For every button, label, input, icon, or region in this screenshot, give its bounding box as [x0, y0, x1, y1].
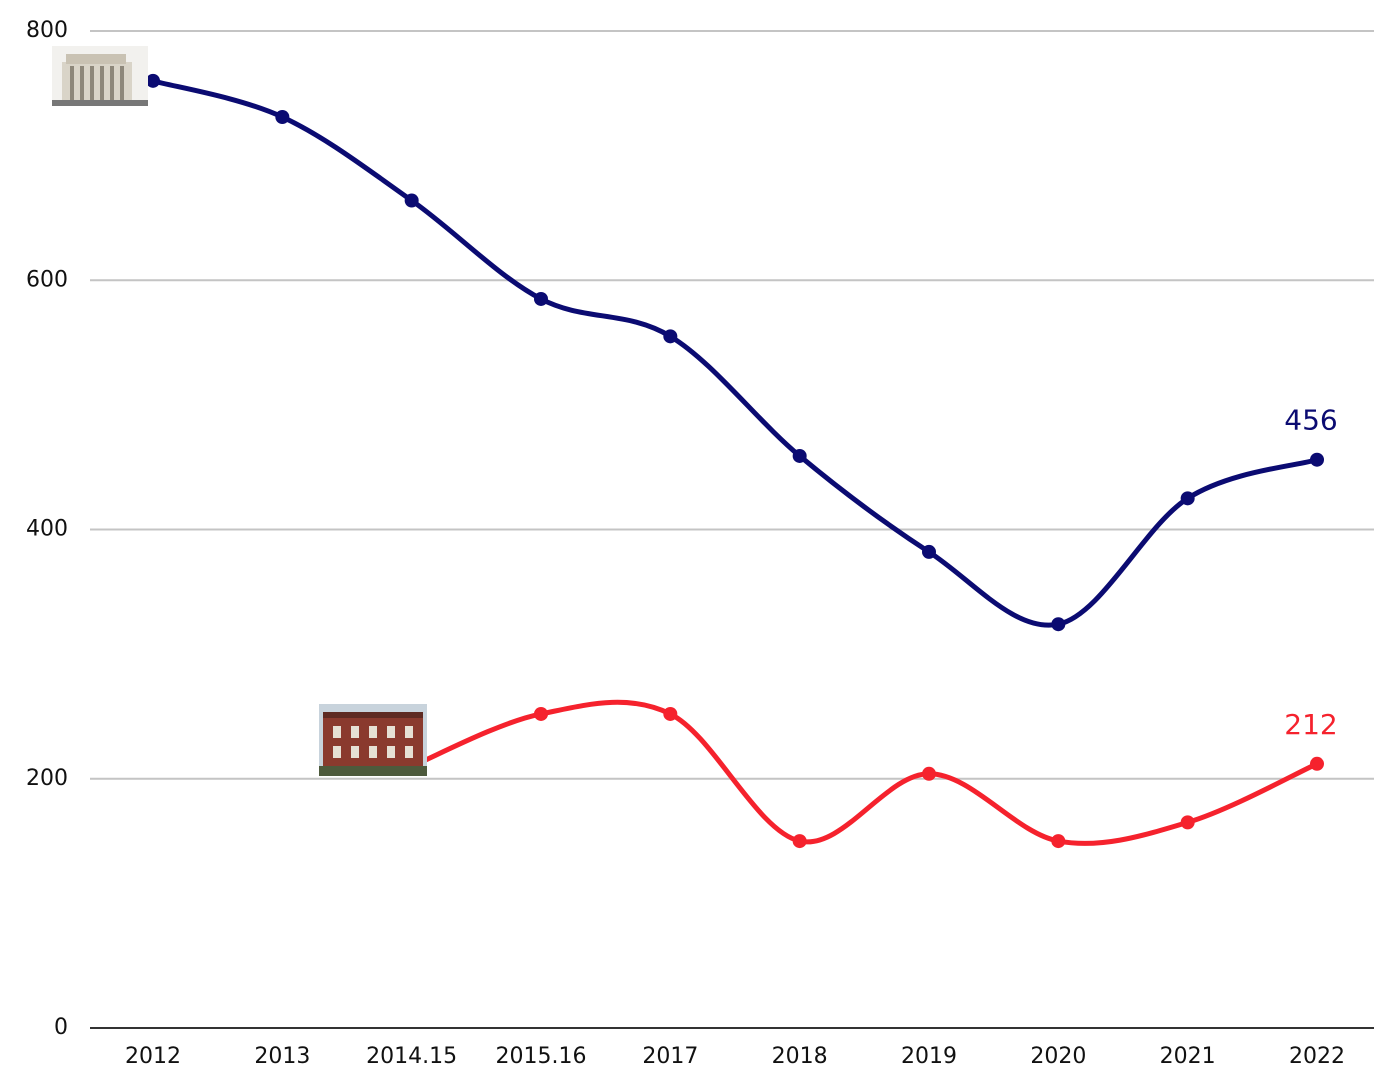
data-point: [534, 292, 548, 306]
x-tick-label: 2014.15: [366, 1044, 457, 1068]
data-point: [146, 74, 160, 88]
data-point: [793, 834, 807, 848]
x-tick-label: 2013: [254, 1044, 310, 1068]
building-icon: [319, 704, 427, 776]
x-tick-label: 2019: [901, 1044, 957, 1068]
page: 0 200 400 600 800 2012 2013 2014.15 2015.16 2017 2…: [0, 0, 1374, 1068]
data-point: [1181, 491, 1195, 505]
y-tick-label: 600: [26, 267, 68, 292]
data-point: [922, 545, 936, 559]
data-point: [663, 329, 677, 343]
data-point: [1051, 617, 1065, 631]
data-point: [1181, 815, 1195, 829]
plot-area: 0 200 400 600 800 2012 2013 2014.15 2015.16 2017 2…: [26, 18, 1374, 1068]
x-tick-label: 2015.16: [496, 1044, 587, 1068]
data-point: [1051, 834, 1065, 848]
y-tick-label: 800: [26, 18, 68, 43]
series-line: [153, 81, 1317, 625]
x-tick-label: 2022: [1289, 1044, 1345, 1068]
data-point: [534, 707, 548, 721]
x-tick-label: 2017: [642, 1044, 698, 1068]
building-icon: [52, 46, 148, 106]
y-tick-label: 400: [26, 517, 68, 542]
data-point: [663, 707, 677, 721]
data-point: [275, 110, 289, 124]
y-tick-label: 0: [54, 1015, 68, 1040]
chart: 0 200 400 600 800 2012 2013 2014.15 2015.16 2017 2…: [0, 0, 1374, 1068]
x-tick-label: 2021: [1160, 1044, 1216, 1068]
data-point: [793, 449, 807, 463]
data-label: 212: [1284, 708, 1337, 741]
data-point: [1310, 453, 1324, 467]
data-point: [922, 767, 936, 781]
x-tick-label: 2020: [1030, 1044, 1086, 1068]
data-point: [1310, 757, 1324, 771]
data-point: [405, 193, 419, 207]
x-tick-label: 2012: [125, 1044, 181, 1068]
y-tick-label: 200: [26, 766, 68, 791]
x-tick-label: 2018: [772, 1044, 828, 1068]
data-label: 456: [1284, 404, 1337, 437]
